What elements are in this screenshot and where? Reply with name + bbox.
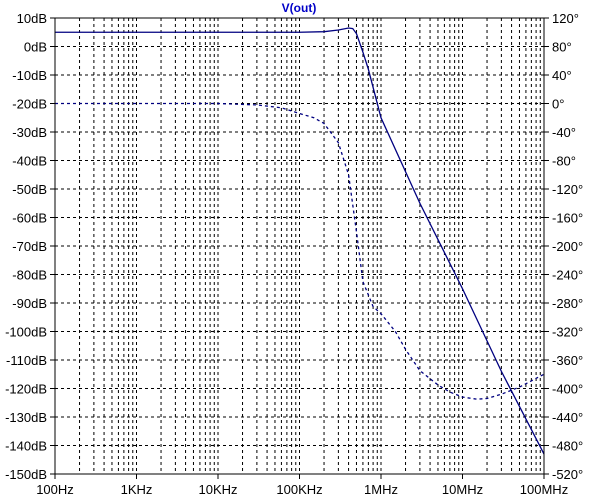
phase-series-line bbox=[55, 102, 545, 400]
y-right-tick-label: -520° bbox=[552, 467, 583, 482]
y-left-tick-label: -120dB bbox=[5, 382, 47, 397]
y-left-tick-label: 0dB bbox=[24, 40, 47, 55]
y-right-tick-label: 0° bbox=[552, 97, 564, 112]
series-layer bbox=[55, 27, 545, 455]
ticks: 10dB 0dB -10dB -20dB -30dB -40dB -50dB -60dB -70… bbox=[5, 11, 583, 497]
y-right-tick-label: -120° bbox=[552, 182, 583, 197]
y-left-tick-label: -150dB bbox=[5, 467, 47, 482]
y-right-tick-label: 40° bbox=[552, 68, 572, 83]
chart-title: V(out) bbox=[282, 1, 317, 15]
y-left-tick-label: -130dB bbox=[5, 410, 47, 425]
y-left-tick-label: -100dB bbox=[5, 325, 47, 340]
y-right-tick-label: -40° bbox=[552, 125, 576, 140]
y-left-tick-label: -20dB bbox=[12, 97, 47, 112]
y-right-tick-label: -400° bbox=[552, 382, 583, 397]
y-right-tick-label: -80° bbox=[552, 154, 576, 169]
y-right-tick-label: -280° bbox=[552, 296, 583, 311]
y-left-tick-label: 10dB bbox=[17, 11, 47, 26]
plot-frame bbox=[54, 17, 545, 475]
y-right-tick-label: -200° bbox=[552, 239, 583, 254]
y-right-tick-label: -440° bbox=[552, 410, 583, 425]
y-left-tick-label: -90dB bbox=[12, 296, 47, 311]
y-left-tick-label: -80dB bbox=[12, 268, 47, 283]
y-left-tick-label: -40dB bbox=[12, 154, 47, 169]
y-right-tick-label: 80° bbox=[552, 40, 572, 55]
y-left-tick-label: -30dB bbox=[12, 125, 47, 140]
x-tick-label: 100Hz bbox=[36, 482, 74, 497]
x-tick-label: 100MHz bbox=[520, 482, 568, 497]
grid bbox=[55, 18, 544, 474]
x-tick-label: 10MHz bbox=[442, 482, 483, 497]
y-left-tick-label: -140dB bbox=[5, 439, 47, 454]
x-tick-label: 1MHz bbox=[364, 482, 398, 497]
y-right-tick-label: -320° bbox=[552, 325, 583, 340]
y-left-tick-label: -50dB bbox=[12, 182, 47, 197]
y-right-tick-label: -160° bbox=[552, 211, 583, 226]
y-right-tick-label: -240° bbox=[552, 268, 583, 283]
y-right-tick-label: -360° bbox=[552, 353, 583, 368]
y-left-tick-label: -10dB bbox=[12, 68, 47, 83]
x-tick-label: 100KHz bbox=[276, 482, 322, 497]
y-right-tick-label: -480° bbox=[552, 439, 583, 454]
y-left-tick-label: -110dB bbox=[6, 353, 47, 368]
magnitude-series-line bbox=[55, 27, 545, 455]
x-tick-label: 10KHz bbox=[198, 482, 237, 497]
y-right-tick-label: 120° bbox=[552, 11, 579, 26]
y-left-tick-label: -60dB bbox=[12, 211, 47, 226]
y-left-tick-label: -70dB bbox=[12, 239, 47, 254]
x-tick-label: 1KHz bbox=[121, 482, 153, 497]
